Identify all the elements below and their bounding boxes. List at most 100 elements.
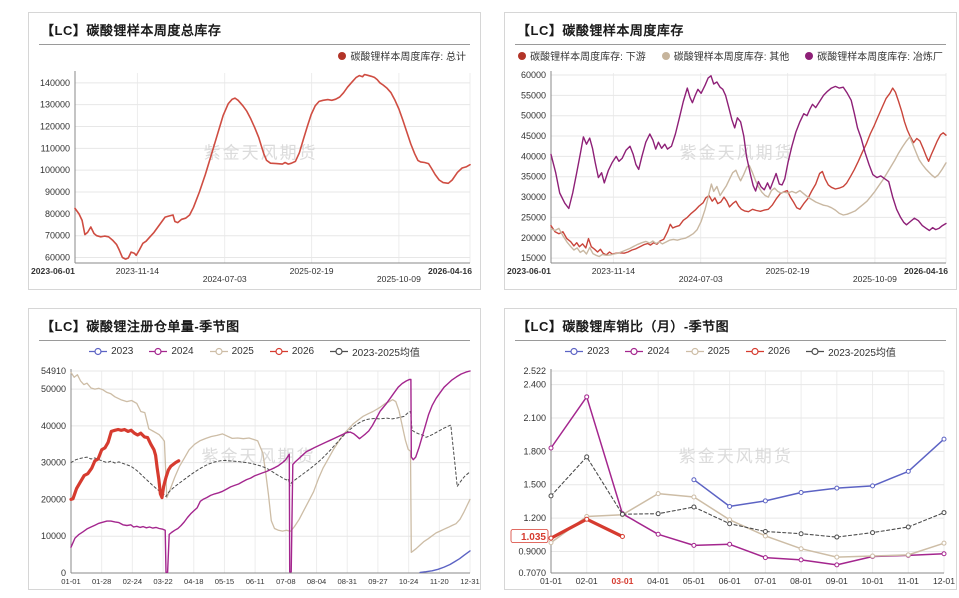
svg-text:0.9000: 0.9000	[518, 547, 546, 557]
svg-text:130000: 130000	[40, 100, 70, 110]
legend-item-2023[interactable]: 2023	[89, 346, 133, 357]
svg-text:07-08: 07-08	[276, 577, 295, 586]
panel-weekly-inventory-by-segment: 【LC】碳酸锂样本周度库存 碳酸锂样本周度库存: 下游 碳酸锂样本周度库存: 其他…	[504, 12, 957, 290]
svg-text:11-01: 11-01	[898, 576, 920, 586]
chart-canvas: 60000 70000 80000 90000 100000 110000 120000 13…	[31, 71, 472, 284]
svg-text:80000: 80000	[45, 209, 70, 219]
legend-line-circle-icon	[565, 347, 584, 356]
svg-text:54910: 54910	[41, 366, 66, 376]
panel-registered-warrants-seasonal: 【LC】碳酸锂注册仓单量-季节图 2023 2024 2025 2026 2023-20…	[28, 308, 481, 590]
svg-text:08-04: 08-04	[307, 577, 326, 586]
legend-label: 碳酸锂样本周度库存: 冶炼厂	[817, 52, 943, 63]
legend-label: 2023-2025均值	[352, 348, 420, 359]
svg-text:1.800: 1.800	[523, 446, 546, 456]
series-line-2024	[70, 370, 471, 574]
legend-label: 2023	[587, 346, 610, 357]
svg-text:2025-10-09: 2025-10-09	[377, 274, 421, 284]
svg-text:09-01: 09-01	[826, 576, 848, 586]
legend-label: 碳酸锂样本周度库存: 其他	[673, 52, 790, 63]
series-line-2026	[69, 427, 181, 501]
chart-area: 0 10000 20000 30000 40000 50000 54910 紫金天风期货 01-…	[29, 361, 480, 589]
svg-text:15000: 15000	[521, 253, 546, 263]
series-line-2023	[419, 550, 471, 574]
svg-text:12-31: 12-31	[460, 577, 479, 586]
series-line-2023-2025均值	[70, 411, 471, 497]
series-line-碳酸锂样本周度库存: 其他	[550, 136, 947, 258]
legend-item-2024[interactable]: 2024	[625, 346, 670, 357]
chart-title: 【LC】碳酸锂库销比（月）-季节图	[517, 319, 730, 334]
svg-text:01-01: 01-01	[61, 577, 80, 586]
svg-text:08-31: 08-31	[338, 577, 357, 586]
svg-text:02-24: 02-24	[123, 577, 142, 586]
legend-item-碳酸锂样本周度库存: 下游[interactable]: 碳酸锂样本周度库存: 下游	[518, 48, 646, 63]
chart-legend: 2023 2024 2025 2026 2023-2025均值	[505, 341, 956, 361]
svg-text:02-01: 02-01	[576, 576, 598, 586]
legend-item-碳酸锂样本周度库存: 其他[interactable]: 碳酸锂样本周度库存: 其他	[661, 48, 790, 63]
svg-text:10-24: 10-24	[399, 577, 418, 586]
svg-text:1.500: 1.500	[523, 480, 546, 490]
svg-text:2025-10-09: 2025-10-09	[853, 274, 897, 284]
svg-text:100000: 100000	[40, 165, 70, 175]
series-line-2023	[693, 438, 945, 508]
svg-text:11-20: 11-20	[430, 577, 449, 586]
svg-text:03-22: 03-22	[153, 577, 172, 586]
svg-text:05-15: 05-15	[215, 577, 234, 586]
svg-text:2024-07-03: 2024-07-03	[679, 274, 723, 284]
legend-item-2023-2025均值[interactable]: 2023-2025均值	[330, 344, 420, 359]
legend-line-circle-icon	[269, 347, 288, 356]
svg-text:2024-07-03: 2024-07-03	[203, 274, 247, 284]
svg-text:2023-11-14: 2023-11-14	[592, 266, 636, 276]
svg-text:12-01: 12-01	[933, 576, 955, 586]
svg-text:50000: 50000	[41, 384, 66, 394]
legend-item-碳酸锂样本周度库存: 冶炼厂[interactable]: 碳酸锂样本周度库存: 冶炼厂	[805, 48, 943, 63]
svg-text:2023-06-01: 2023-06-01	[507, 266, 551, 276]
svg-text:140000: 140000	[40, 78, 70, 88]
chart-area: 60000 70000 80000 90000 100000 110000 120000 13…	[29, 65, 480, 289]
legend-line-circle-icon	[330, 347, 349, 356]
legend-dot-icon	[518, 51, 527, 60]
svg-text:01-28: 01-28	[92, 577, 111, 586]
legend-label: 2025	[707, 346, 730, 357]
svg-text:0.7070: 0.7070	[518, 568, 546, 578]
legend-item-2023[interactable]: 2023	[565, 346, 609, 357]
chart-canvas: 0.7070 0.9000 1.200 1.500 1.800 2.100 2.400 2.5…	[510, 366, 955, 586]
legend-line-circle-icon	[149, 347, 168, 356]
legend-item-2025[interactable]: 2025	[685, 346, 730, 357]
legend-label: 2024	[647, 346, 670, 357]
svg-text:2025-02-19: 2025-02-19	[290, 266, 334, 276]
legend-item-2026[interactable]: 2026	[269, 346, 314, 357]
title-divider	[39, 44, 470, 45]
svg-text:20000: 20000	[521, 233, 546, 243]
svg-text:04-01: 04-01	[647, 576, 669, 586]
legend-label: 碳酸锂样本周度库存: 下游	[530, 52, 646, 63]
svg-text:06-01: 06-01	[719, 576, 741, 586]
chart-legend: 碳酸锂样本周度库存: 下游 碳酸锂样本周度库存: 其他 碳酸锂样本周度库存: 冶炼厂	[505, 45, 956, 65]
svg-text:2023-06-01: 2023-06-01	[31, 266, 75, 276]
legend-item-2024[interactable]: 2024	[149, 346, 194, 357]
svg-text:55000: 55000	[521, 90, 546, 100]
legend-item-2025[interactable]: 2025	[209, 346, 254, 357]
legend-label: 2025	[231, 346, 254, 357]
legend-dot-icon	[661, 51, 670, 60]
title-divider	[515, 44, 946, 45]
panel-inventory-sales-ratio-seasonal: 【LC】碳酸锂库销比（月）-季节图 2023 2024 2025 2026 2023-2…	[504, 308, 957, 590]
svg-text:2026-04-16: 2026-04-16	[428, 266, 472, 276]
title-divider	[39, 340, 470, 341]
legend-label: 2026	[767, 346, 791, 357]
chart-canvas: 0 10000 20000 30000 40000 50000 54910 紫金天风期货 01-…	[41, 366, 480, 586]
svg-text:07-01: 07-01	[754, 576, 776, 586]
chart-title: 【LC】碳酸锂样本周度总库存	[41, 23, 222, 38]
chart-area: 15000 20000 25000 30000 35000 40000 45000 50000…	[505, 65, 956, 289]
svg-text:30000: 30000	[41, 458, 66, 468]
legend-item-碳酸锂样本周度库存: 总计[interactable]: 碳酸锂样本周度库存: 总计	[338, 48, 466, 63]
svg-text:120000: 120000	[40, 122, 70, 132]
legend-item-2026[interactable]: 2026	[745, 346, 791, 357]
legend-dot-icon	[338, 51, 347, 60]
legend-item-2023-2025均值[interactable]: 2023-2025均值	[806, 344, 896, 359]
chart-area: 0.7070 0.9000 1.200 1.500 1.800 2.100 2.400 2.5…	[505, 361, 956, 589]
svg-text:03-01: 03-01	[611, 576, 633, 586]
svg-text:10-01: 10-01	[862, 576, 884, 586]
svg-text:50000: 50000	[521, 111, 546, 121]
svg-text:35000: 35000	[521, 172, 546, 182]
legend-label: 碳酸锂样本周度库存: 总计	[350, 52, 466, 63]
